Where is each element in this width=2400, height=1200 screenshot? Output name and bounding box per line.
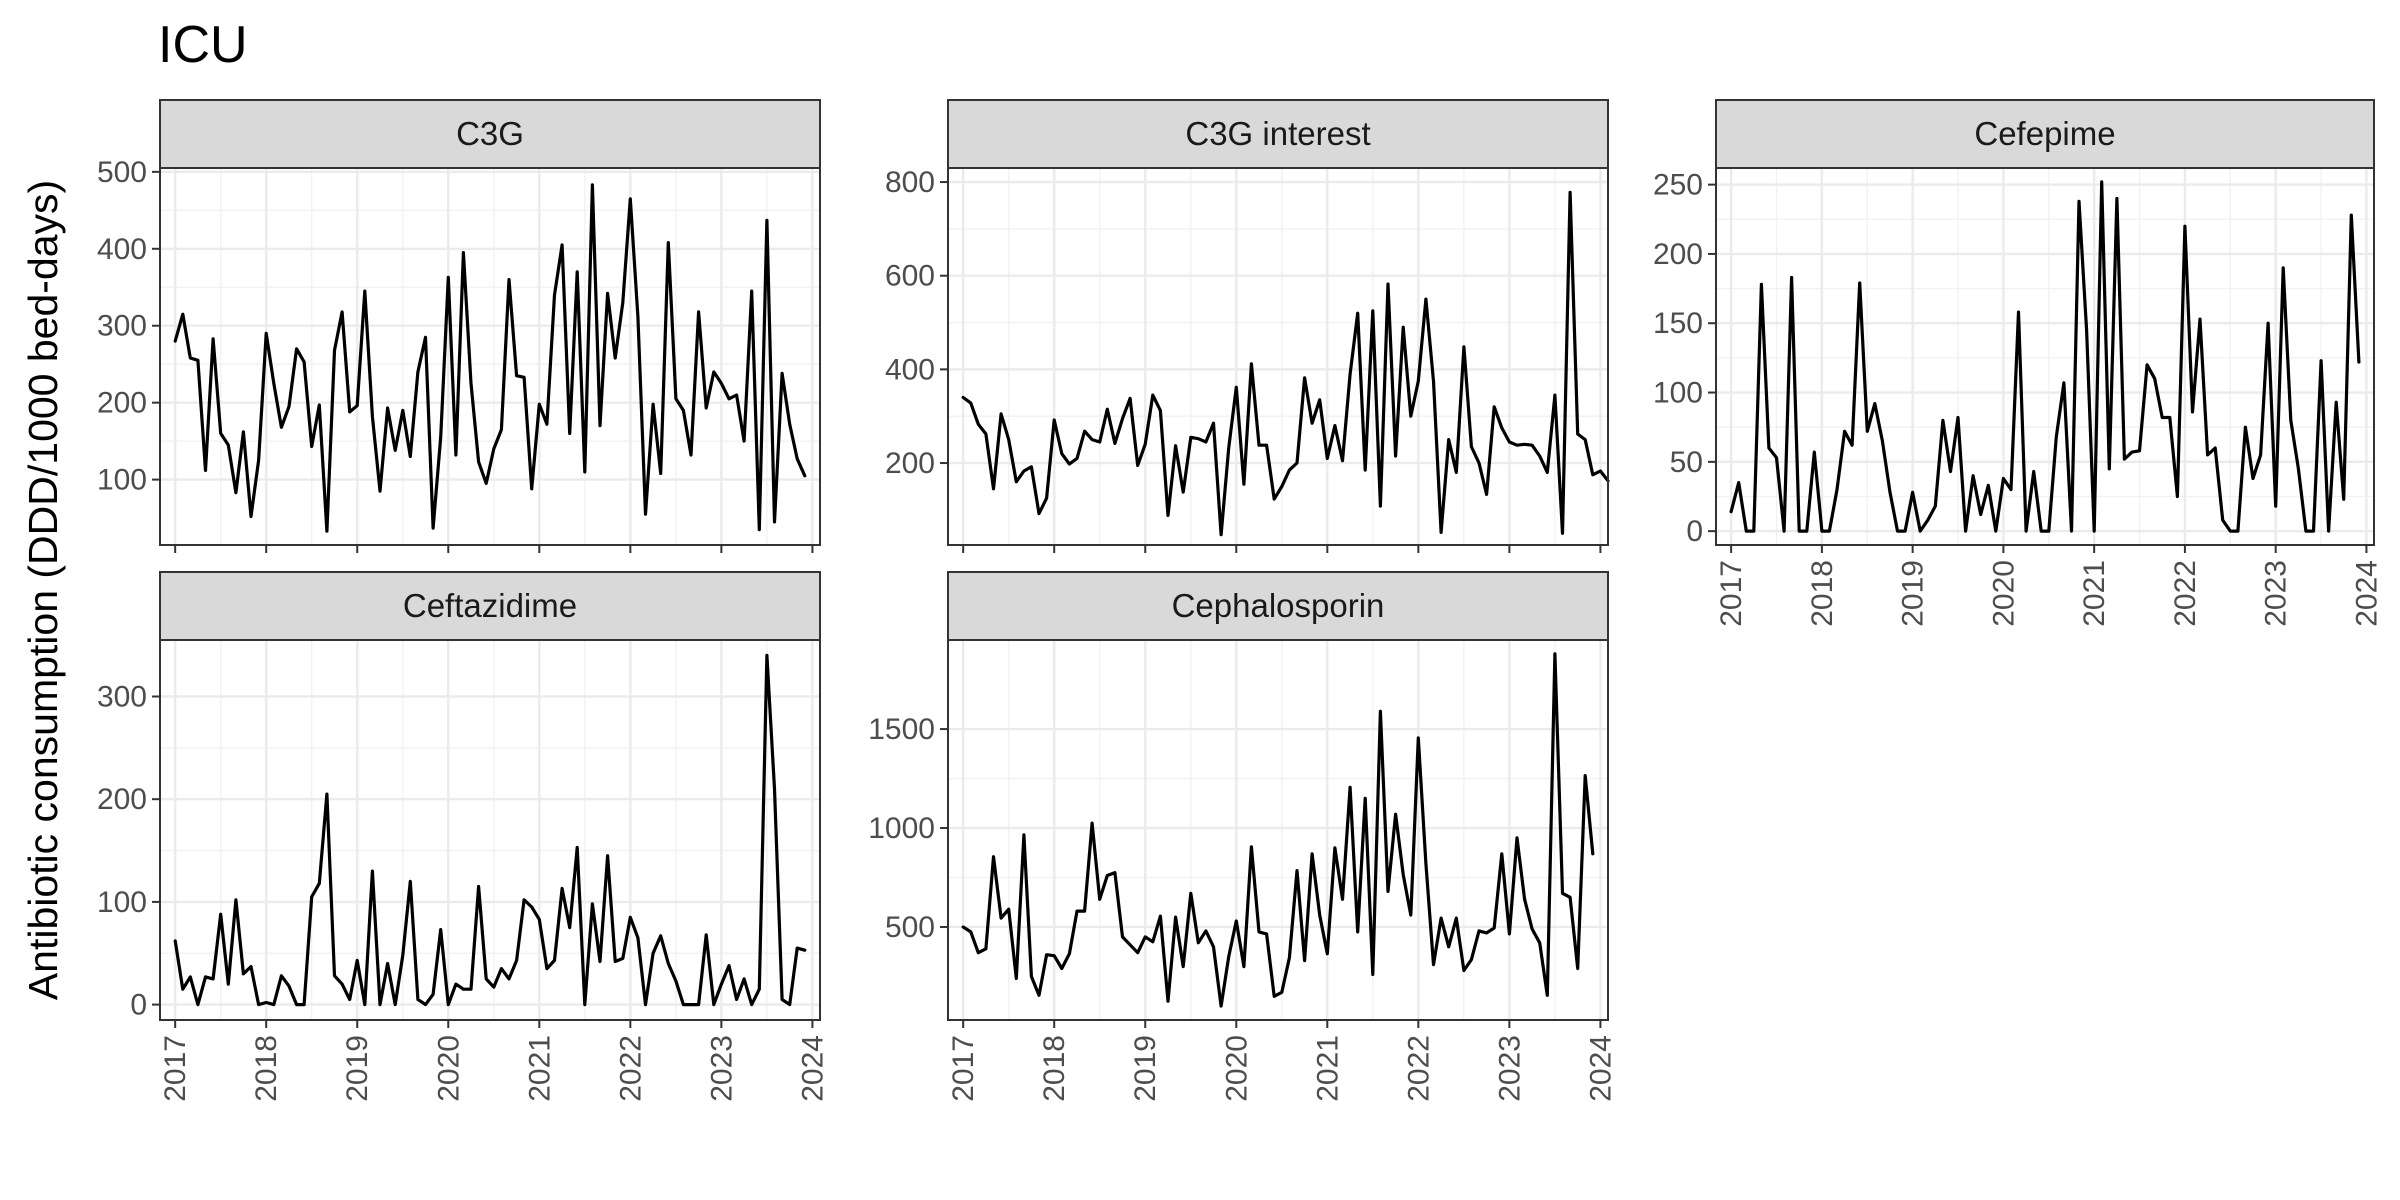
x-tick-label: 2022 bbox=[2169, 560, 2202, 627]
y-tick-label: 200 bbox=[97, 387, 147, 420]
x-tick-label: 2019 bbox=[341, 1035, 374, 1102]
x-tick-label: 2023 bbox=[1493, 1035, 1526, 1102]
x-tick-label: 2019 bbox=[1897, 560, 1930, 627]
panel-border bbox=[947, 639, 1609, 1021]
facet-label: Cephalosporin bbox=[1172, 587, 1385, 624]
y-tick-label: 0 bbox=[130, 989, 147, 1022]
y-axis-label: Antibiotic consumption (DDD/1000 bed-day… bbox=[20, 180, 66, 1000]
x-tick-label: 2023 bbox=[705, 1035, 738, 1102]
x-tick-label: 2018 bbox=[250, 1035, 283, 1102]
y-tick-label: 150 bbox=[1653, 307, 1703, 340]
x-tick-label: 2020 bbox=[1220, 1035, 1253, 1102]
x-tick-label: 2018 bbox=[1806, 560, 1839, 627]
facet-label: Ceftazidime bbox=[403, 587, 577, 624]
x-tick-label: 2024 bbox=[2350, 560, 2383, 627]
facet-strip bbox=[947, 99, 1609, 169]
x-tick-label: 2020 bbox=[432, 1035, 465, 1102]
facet-c3g-interest: C3G interest 200 400 600 800 bbox=[885, 99, 1610, 553]
facet-c3g: C3G 100 200 300 400 500 bbox=[97, 99, 821, 553]
series-line-c3g bbox=[173, 183, 807, 533]
chart-title: ICU bbox=[158, 16, 248, 74]
panel-border bbox=[159, 167, 821, 546]
y-tick-label: 100 bbox=[97, 464, 147, 497]
x-tick-label: 2021 bbox=[1311, 1035, 1344, 1102]
y-tick-label: 100 bbox=[1653, 377, 1703, 410]
y-tick-label: 500 bbox=[885, 911, 935, 944]
series-line-ceftazidime bbox=[173, 653, 807, 1007]
y-tick-label: 0 bbox=[1686, 515, 1703, 548]
y-tick-label: 250 bbox=[1653, 169, 1703, 202]
y-tick-label: 500 bbox=[97, 156, 147, 189]
facet-cephalosporin: Cephalosporin 500 1000 1500 2017 2018 2019 2020… bbox=[868, 571, 1617, 1102]
x-tick-label: 2024 bbox=[1584, 1035, 1617, 1102]
y-tick-label: 50 bbox=[1670, 446, 1703, 479]
y-tick-label: 400 bbox=[97, 233, 147, 266]
x-tick-label: 2022 bbox=[1402, 1035, 1435, 1102]
x-tick-label: 2022 bbox=[614, 1035, 647, 1102]
facet-label: C3G bbox=[456, 115, 524, 152]
facet-ceftazidime: Ceftazidime 0 100 200 300 2017 2018 2019 2020 202… bbox=[97, 571, 829, 1102]
x-tick-label: 2017 bbox=[947, 1035, 980, 1102]
y-tick-label: 1500 bbox=[868, 713, 935, 746]
facet-cefepime: Cefepime 0 50 100 150 200 250 2017 2018 2019 2020 2… bbox=[1653, 99, 2383, 627]
facet-strip bbox=[1715, 99, 2375, 169]
panel-border bbox=[1715, 167, 2375, 546]
x-tick-label: 2018 bbox=[1038, 1035, 1071, 1102]
y-tick-label: 200 bbox=[97, 783, 147, 816]
y-tick-label: 600 bbox=[885, 260, 935, 293]
facet-strip bbox=[947, 571, 1609, 641]
y-tick-label: 400 bbox=[885, 353, 935, 386]
x-tick-label: 2023 bbox=[2260, 560, 2293, 627]
y-tick-label: 200 bbox=[885, 447, 935, 480]
series-line-c3g-interest bbox=[961, 190, 1610, 537]
series-line-cephalosporin bbox=[961, 652, 1595, 1008]
x-tick-label: 2021 bbox=[523, 1035, 556, 1102]
series-line-cefepime bbox=[1729, 180, 2361, 533]
x-tick-label: 2024 bbox=[796, 1035, 829, 1102]
x-tick-label: 2017 bbox=[1715, 560, 1748, 627]
x-tick-label: 2017 bbox=[159, 1035, 192, 1102]
x-tick-label: 2021 bbox=[2078, 560, 2111, 627]
y-tick-label: 100 bbox=[97, 886, 147, 919]
facet-label: Cefepime bbox=[1974, 115, 2115, 152]
facet-label: C3G interest bbox=[1185, 115, 1370, 152]
y-tick-label: 1000 bbox=[868, 812, 935, 845]
facet-strip bbox=[159, 99, 821, 169]
x-tick-label: 2019 bbox=[1129, 1035, 1162, 1102]
y-tick-label: 200 bbox=[1653, 238, 1703, 271]
y-tick-label: 300 bbox=[97, 680, 147, 713]
y-tick-label: 300 bbox=[97, 310, 147, 343]
panel-border bbox=[159, 639, 821, 1021]
x-tick-label: 2020 bbox=[1987, 560, 2020, 627]
y-tick-label: 800 bbox=[885, 166, 935, 199]
panel-border bbox=[947, 167, 1609, 546]
